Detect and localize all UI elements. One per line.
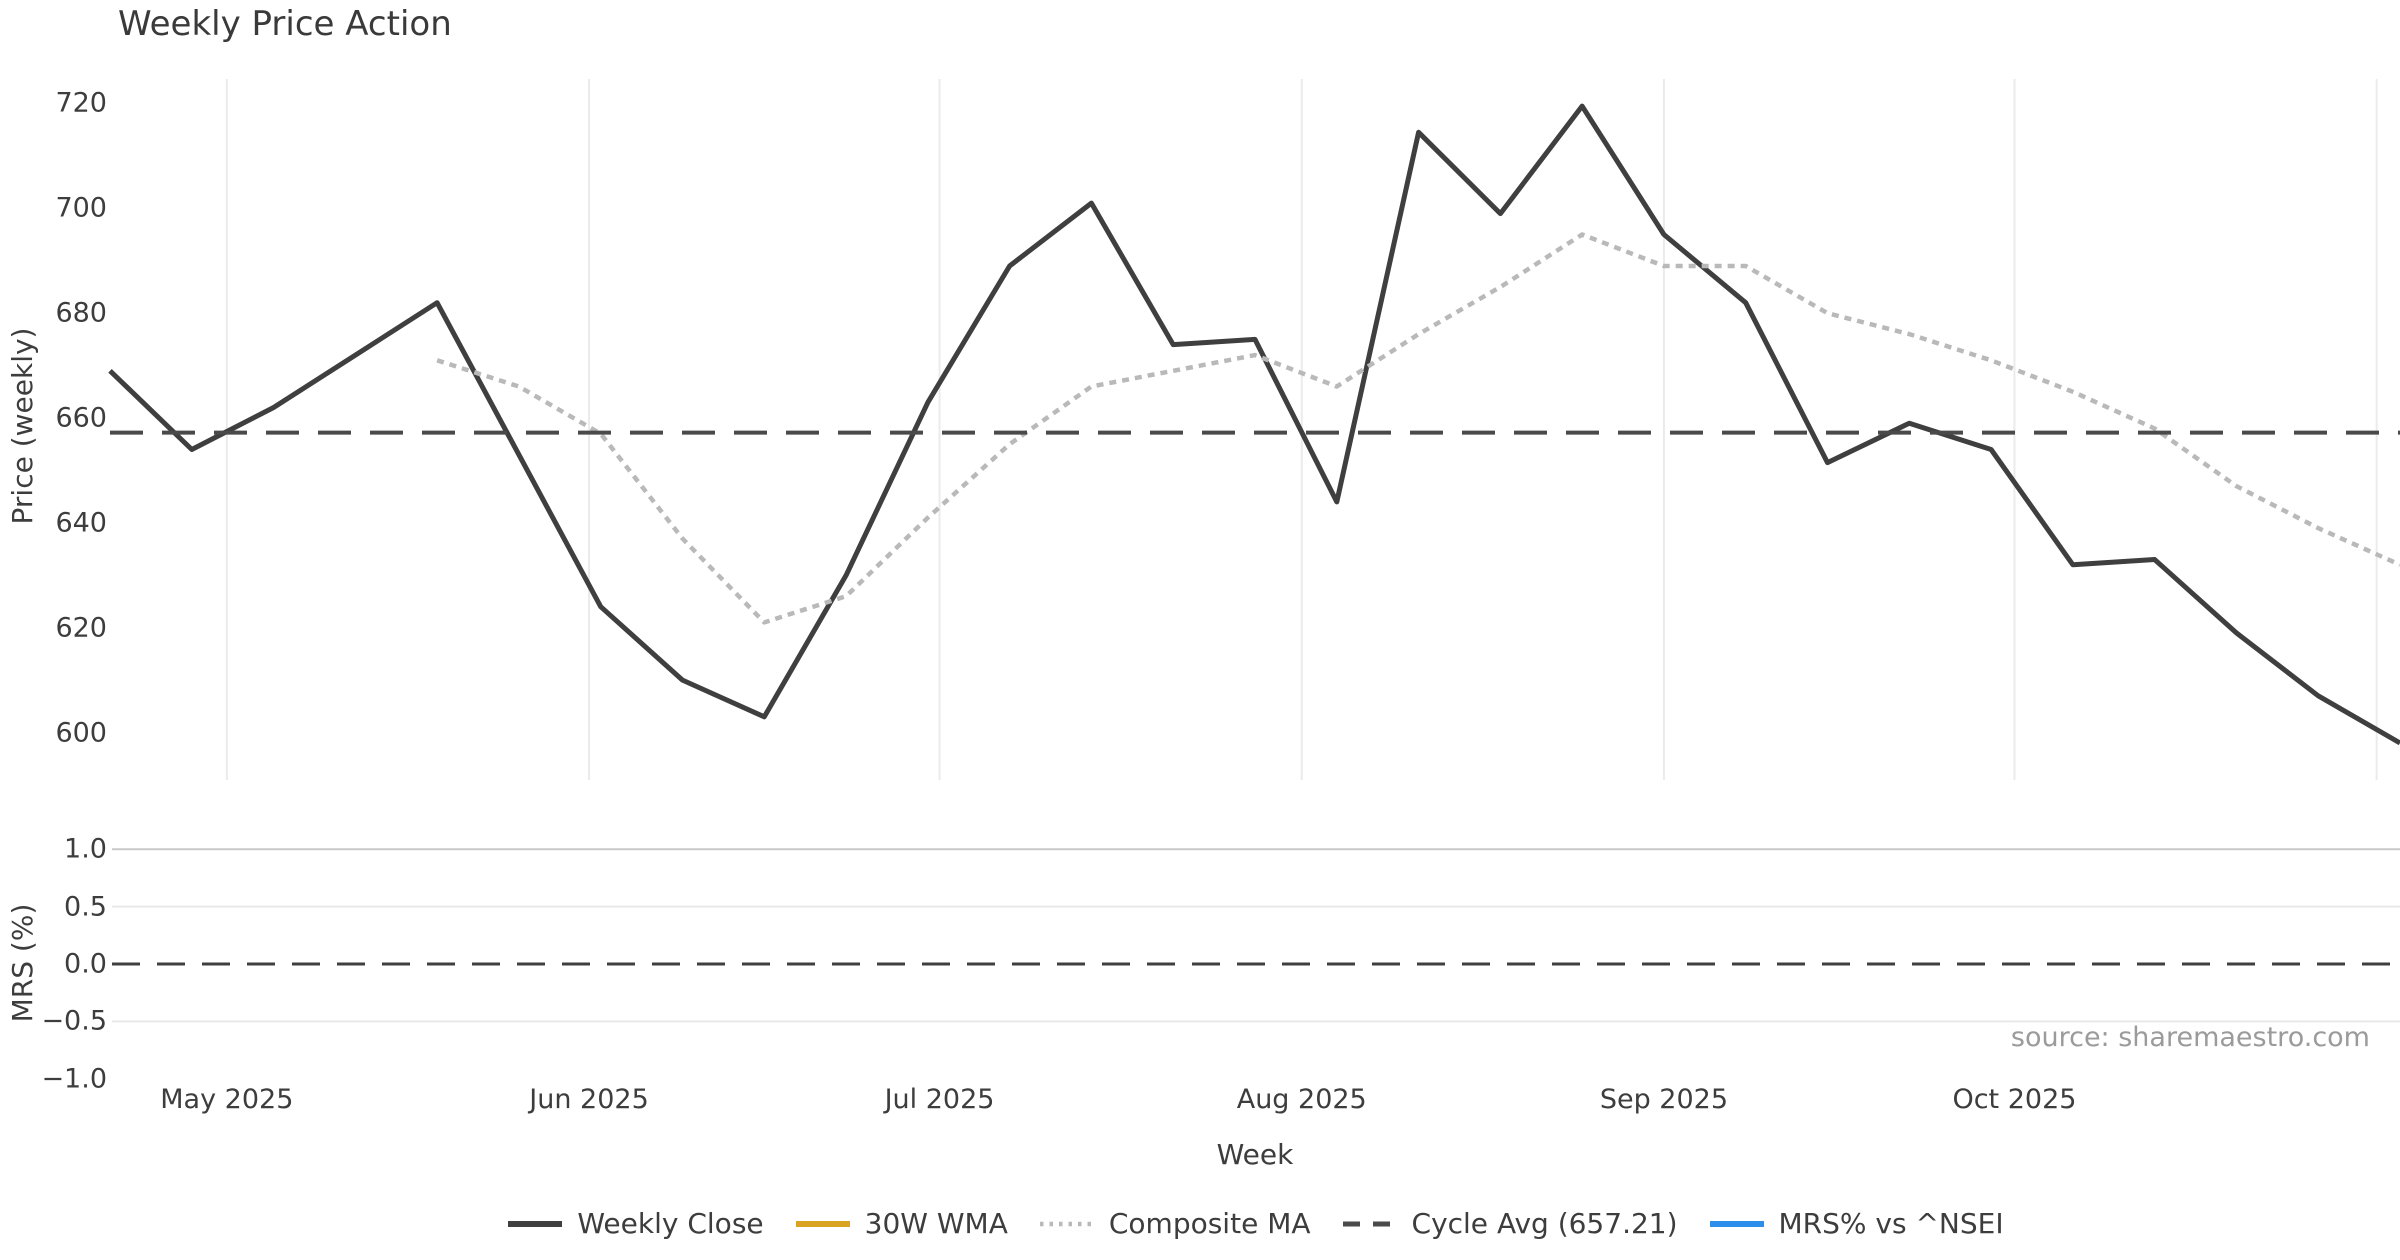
mrs-tick-label: 0.5 <box>64 891 107 923</box>
legend-label: Composite MA <box>1108 1207 1311 1240</box>
chart-title: Weekly Price Action <box>118 4 452 44</box>
legend-swatch-solid <box>1709 1220 1764 1227</box>
month-tick-label: Sep 2025 <box>1599 1084 1729 1115</box>
legend-item: MRS% vs ^NSEI <box>1708 1207 2004 1240</box>
price-tick-label: 640 <box>55 507 107 539</box>
mrs-tick-label: −0.5 <box>41 1005 107 1037</box>
legend-swatch-dashed <box>1342 1221 1397 1226</box>
mrs-tick-label: 1.0 <box>64 833 107 865</box>
legend-label: MRS% vs ^NSEI <box>1778 1207 2004 1240</box>
legend-label: Weekly Close <box>577 1207 764 1240</box>
weekly-close-line <box>108 103 2400 746</box>
month-tick-label: May 2025 <box>160 1084 294 1115</box>
legend-swatch-solid <box>795 1220 850 1227</box>
mrs-tick-label: 0.0 <box>64 948 107 980</box>
month-tick-label: Oct 2025 <box>1952 1084 2077 1115</box>
legend-label: 30W WMA <box>864 1207 1008 1240</box>
month-tick-label: Aug 2025 <box>1236 1084 1367 1115</box>
month-tick-label: Jun 2025 <box>529 1084 649 1115</box>
price-tick-label: 600 <box>55 717 107 748</box>
price-tick-label: 700 <box>55 192 107 224</box>
legend-item: Composite MA <box>1038 1207 1311 1240</box>
legend-swatch-solid <box>508 1220 563 1227</box>
legend-swatch-dotted <box>1039 1221 1094 1226</box>
x-axis-label: Week <box>1216 1138 1294 1171</box>
price-tick-label: 660 <box>55 402 107 434</box>
legend-item: Cycle Avg (657.21) <box>1341 1207 1678 1240</box>
legend-item: 30W WMA <box>794 1207 1008 1240</box>
price-axis-label: Price (weekly) <box>6 327 39 525</box>
month-tick-label: Jul 2025 <box>884 1084 995 1115</box>
composite-ma-line <box>436 232 2400 625</box>
source-note: source: sharemaestro.com <box>2010 1022 2370 1053</box>
price-tick-label: 620 <box>55 612 107 644</box>
mrs-tick-label: −1.0 <box>41 1063 107 1095</box>
price-tick-label: 680 <box>55 297 107 329</box>
legend: Weekly Close 30W WMA Composite MA Cycle Avg… <box>110 1207 2400 1240</box>
legend-label: Cycle Avg (657.21) <box>1411 1207 1678 1240</box>
price-tick-label: 720 <box>55 87 107 119</box>
legend-item: Weekly Close <box>506 1207 764 1240</box>
mrs-axis-label: MRS (%) <box>6 903 39 1023</box>
